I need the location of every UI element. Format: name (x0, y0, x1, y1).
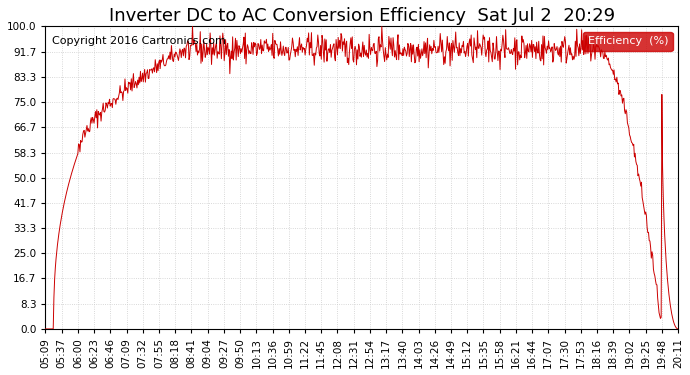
Title: Inverter DC to AC Conversion Efficiency  Sat Jul 2  20:29: Inverter DC to AC Conversion Efficiency … (109, 7, 615, 25)
Legend: Efficiency  (%): Efficiency (%) (583, 32, 673, 51)
Text: Copyright 2016 Cartronics.com: Copyright 2016 Cartronics.com (52, 36, 226, 46)
